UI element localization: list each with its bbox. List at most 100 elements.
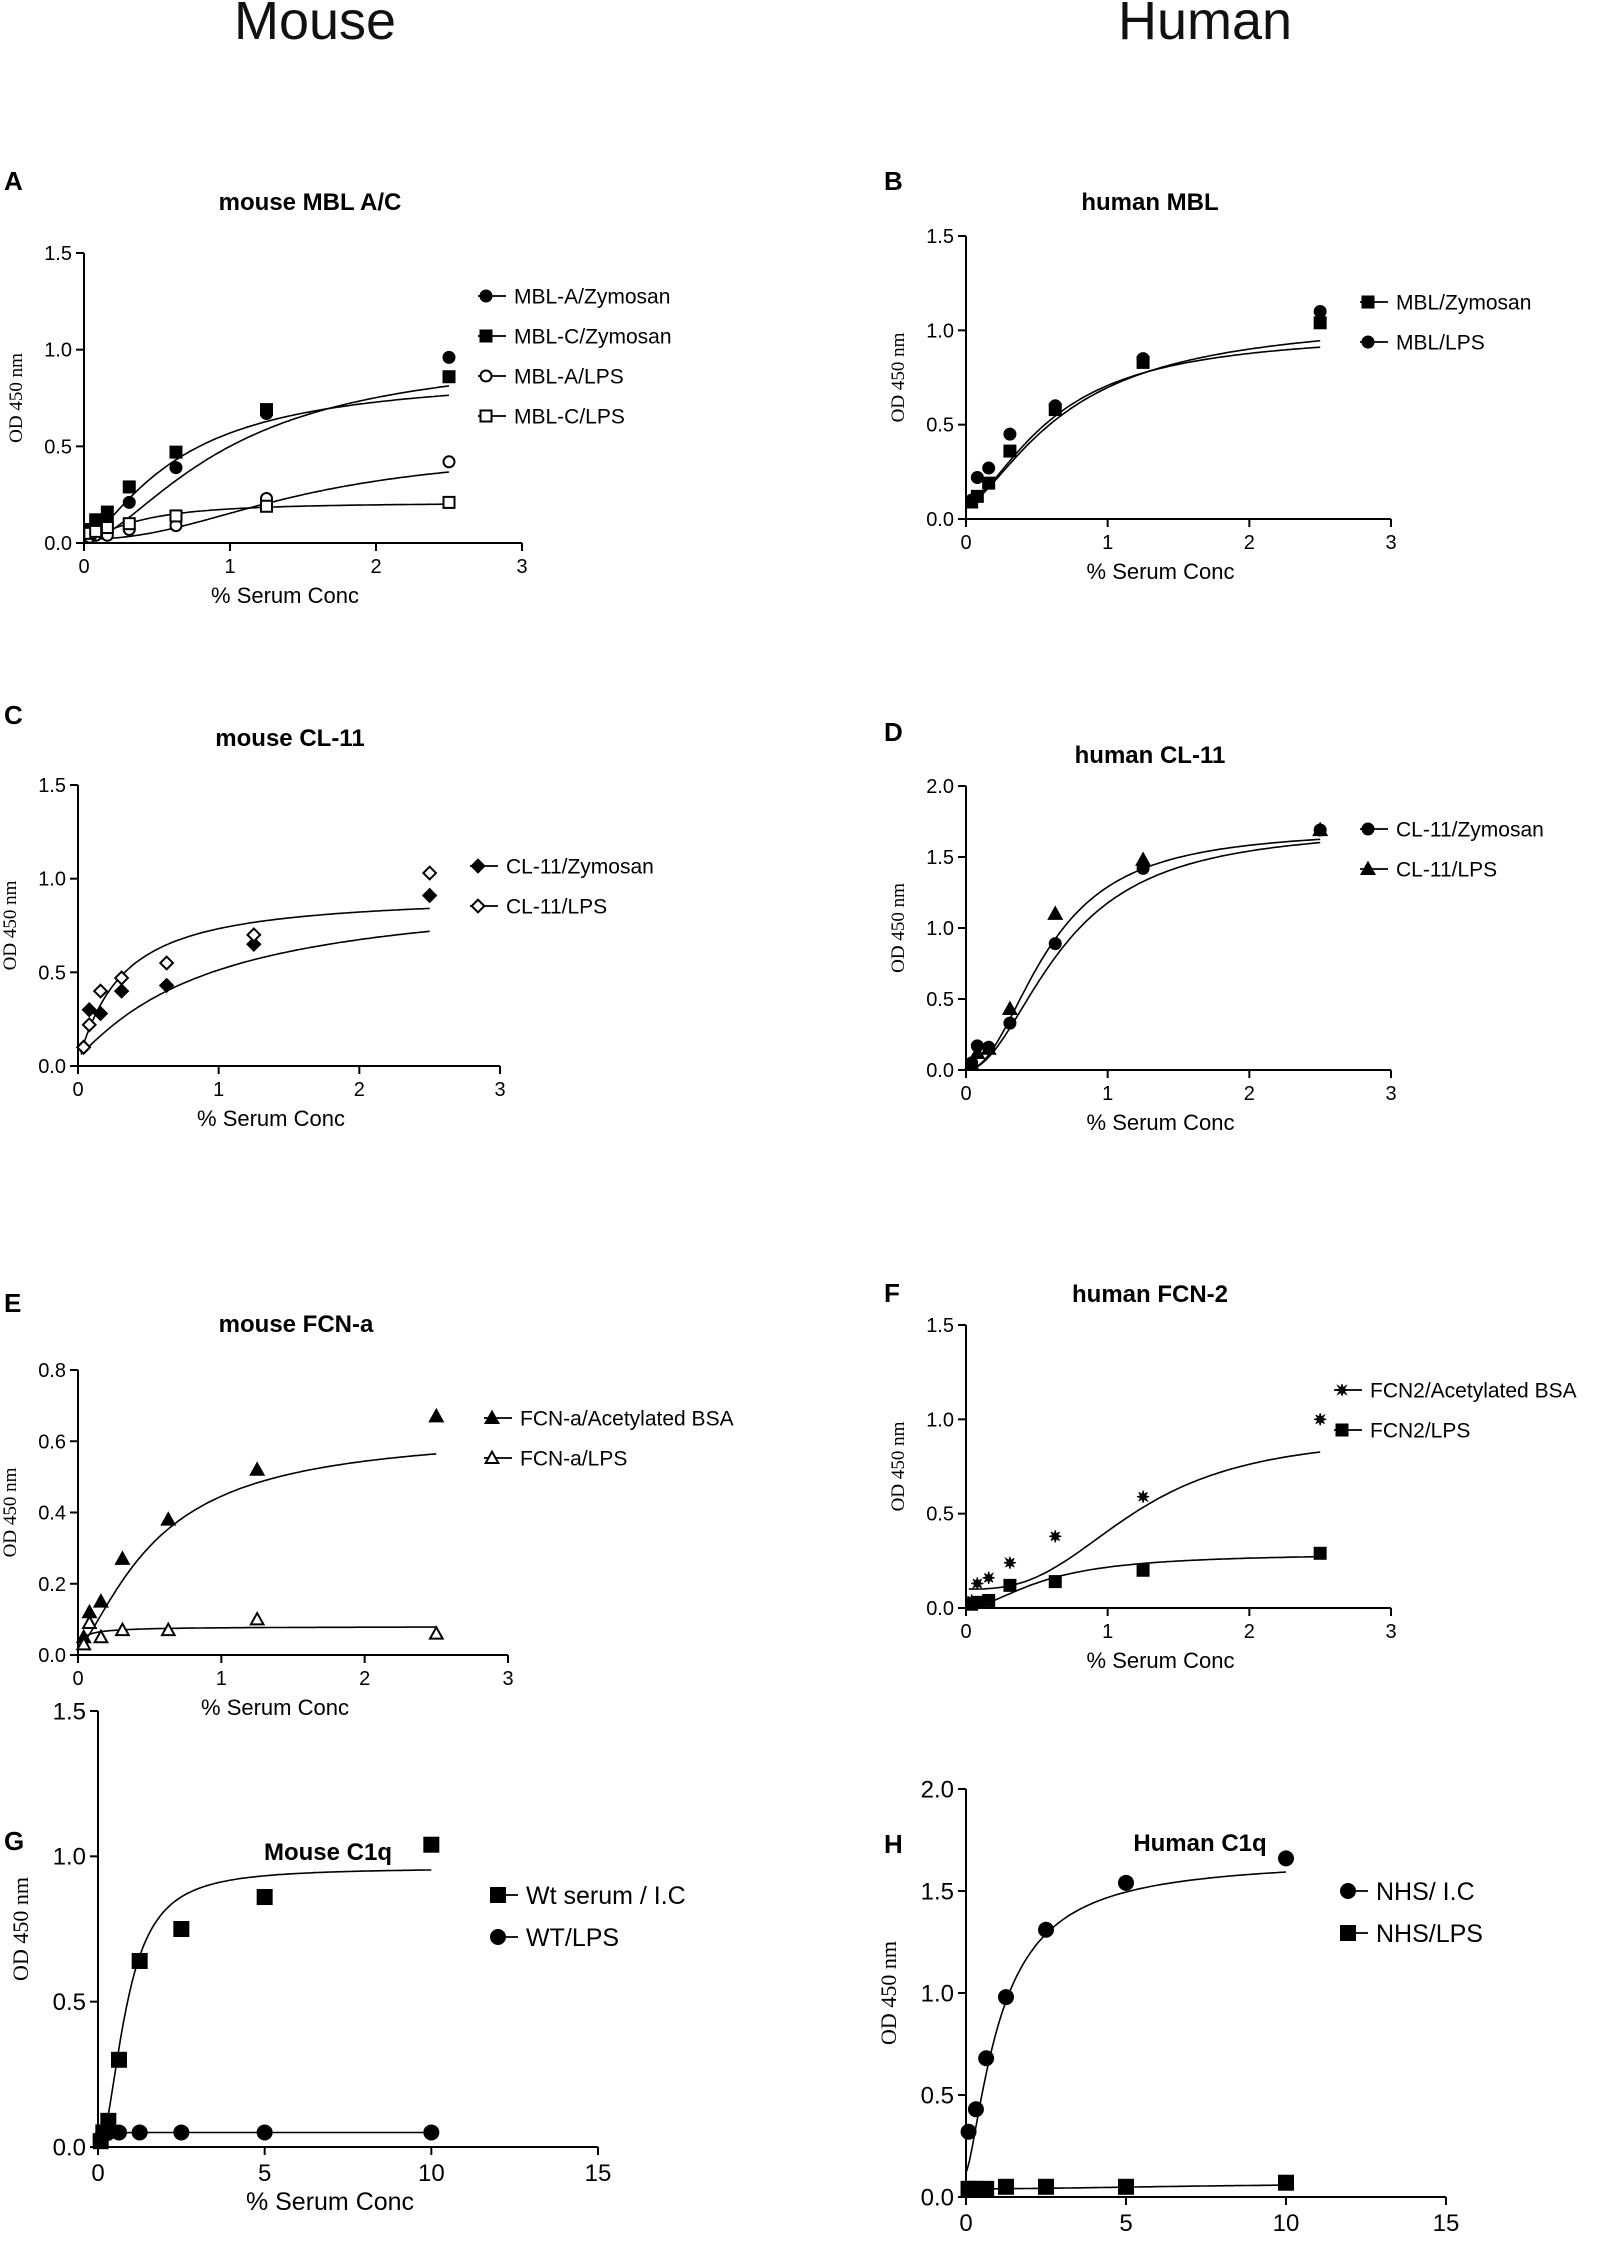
legend-marker	[479, 409, 493, 423]
legend-label: WT/LPS	[526, 1924, 619, 1952]
data-point	[173, 1921, 190, 1937]
panel-letter: F	[884, 1278, 900, 1308]
y-tick-label: 0.5	[38, 962, 66, 984]
y-tick-label: 1.0	[53, 1844, 86, 1871]
legend-entry: CL-11/LPS	[470, 896, 607, 919]
series-1	[965, 1546, 1327, 1611]
fit-curve	[968, 841, 1321, 1071]
series-0	[75, 1407, 445, 1647]
fit-curve	[80, 1626, 437, 1641]
data-point	[260, 499, 273, 513]
series-0	[75, 887, 438, 1056]
y-tick-label: 0.0	[38, 1645, 66, 1667]
data-point	[428, 1625, 445, 1640]
y-tick-label: 1.0	[926, 918, 954, 940]
data-point	[423, 1836, 440, 1853]
data-point	[114, 1550, 131, 1565]
data-point	[1038, 2178, 1054, 2195]
data-point	[963, 1055, 980, 1071]
y-axis-label: OD 450 nm	[0, 1467, 21, 1557]
y-axis-label: OD 450 nm	[876, 1941, 901, 2045]
data-point	[1313, 1546, 1327, 1560]
data-point	[1313, 304, 1327, 318]
legend-marker	[479, 329, 493, 343]
x-axis-label: % Serum Conc	[246, 2188, 414, 2216]
data-point	[113, 970, 130, 986]
legend-label: CL-11/LPS	[506, 896, 607, 919]
x-tick-label: 2	[354, 1079, 365, 1101]
y-tick-label: 0.4	[38, 1503, 66, 1525]
x-tick-label: 0	[960, 1621, 971, 1643]
legend-label: FCN-a/Acetylated BSA	[520, 1408, 734, 1431]
panel-letter: B	[884, 166, 903, 196]
data-point	[982, 1571, 995, 1585]
legend-label: CL-11/Zymosan	[1396, 819, 1544, 842]
data-point	[421, 865, 438, 881]
legend-entry: FCN-a/Acetylated BSA	[483, 1408, 734, 1431]
x-tick-label: 0	[78, 556, 89, 578]
legend-marker	[490, 1929, 506, 1945]
series-0	[965, 1413, 1327, 1607]
legend-marker	[1340, 1925, 1356, 1941]
series-1	[92, 2124, 440, 2147]
y-tick-label: 1.5	[38, 775, 66, 797]
data-point	[111, 2051, 127, 2068]
x-tick-label: 2	[1244, 1621, 1255, 1643]
legend-marker	[490, 1887, 506, 1903]
data-point	[81, 1614, 98, 1629]
fit-curve	[86, 394, 450, 543]
data-point	[978, 2050, 995, 2067]
data-point	[1312, 821, 1329, 837]
legend-entry: Wt serum / I.C	[490, 1882, 686, 1910]
fit-curve	[80, 930, 430, 1055]
legend-label: MBL/Zymosan	[1396, 292, 1531, 315]
fit-curve	[968, 1555, 1321, 1609]
data-point	[1049, 1530, 1062, 1543]
fit-curve	[968, 346, 1321, 504]
data-point	[92, 983, 109, 999]
legend-entry: MBL-C/LPS	[478, 406, 625, 429]
fit-curve	[98, 1869, 432, 2148]
fit-curve	[80, 1453, 437, 1647]
y-tick-label: 0.0	[926, 1060, 954, 1082]
legend-marker	[1361, 822, 1375, 836]
series-0	[92, 1836, 440, 2150]
data-point	[256, 2124, 273, 2141]
data-point	[1003, 427, 1017, 441]
x-tick-label: 15	[585, 2160, 612, 2187]
data-point	[160, 1511, 177, 1526]
legend-label: FCN-a/LPS	[520, 1448, 627, 1471]
legend-label: FCN2/LPS	[1370, 1420, 1470, 1443]
y-axis-label: OD 450 nm	[888, 1421, 909, 1511]
series-1	[963, 821, 1329, 1071]
data-point	[92, 1593, 109, 1608]
legend-label: NHS/LPS	[1376, 1920, 1483, 1948]
y-tick-label: 0.8	[38, 1360, 66, 1382]
data-point	[1001, 1000, 1018, 1015]
chart-title: human CL-11	[1075, 742, 1226, 769]
y-tick-label: 0.5	[926, 1504, 954, 1526]
legend-entry: FCN2/LPS	[1334, 1420, 1470, 1443]
data-point	[75, 1635, 92, 1651]
series-1	[965, 304, 1327, 507]
data-point	[1003, 1556, 1017, 1569]
y-tick-label: 0.6	[38, 1431, 66, 1453]
y-tick-label: 1.5	[53, 1698, 86, 1725]
y-tick-label: 0.5	[921, 2082, 954, 2109]
data-point	[1136, 1563, 1150, 1577]
y-axis-label: OD 450 nm	[6, 353, 27, 443]
legend-entry: FCN2/Acetylated BSA	[1334, 1380, 1577, 1403]
data-point	[169, 445, 183, 459]
data-point	[421, 887, 438, 904]
legend-entry: FCN-a/LPS	[483, 1448, 627, 1471]
data-point	[1136, 352, 1150, 366]
x-tick-label: 3	[516, 556, 527, 578]
legend-marker	[479, 369, 493, 383]
y-tick-label: 1.5	[926, 226, 954, 248]
y-tick-label: 1.5	[44, 243, 72, 265]
data-point	[978, 2180, 995, 2197]
x-tick-label: 3	[1385, 1621, 1396, 1643]
